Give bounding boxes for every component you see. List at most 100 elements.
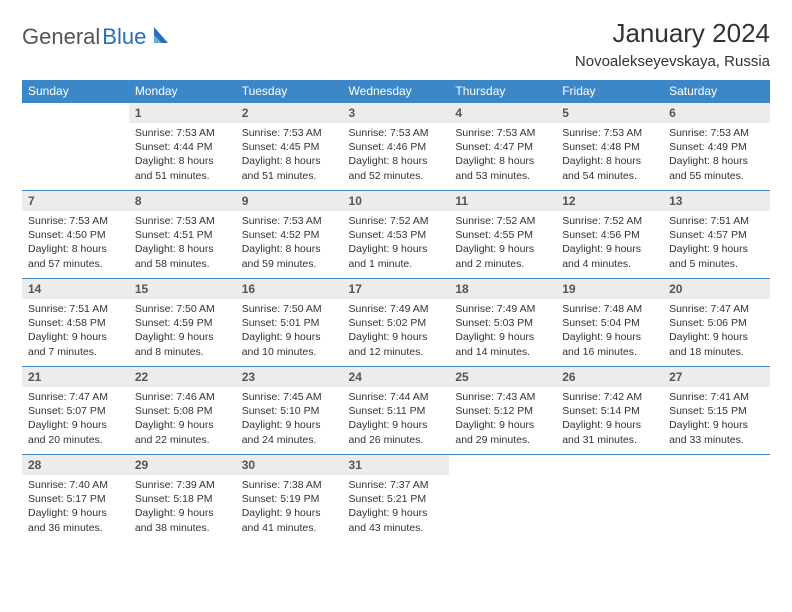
calendar-week-row: 1Sunrise: 7:53 AMSunset: 4:44 PMDaylight… [22, 103, 770, 191]
calendar-day-cell: 13Sunrise: 7:51 AMSunset: 4:57 PMDayligh… [663, 191, 770, 279]
logo-text-general: General [22, 24, 100, 50]
calendar-table: Sunday Monday Tuesday Wednesday Thursday… [22, 80, 770, 543]
day-number: 17 [343, 279, 450, 299]
day-info: Sunrise: 7:53 AMSunset: 4:49 PMDaylight:… [663, 123, 770, 189]
day-info: Sunrise: 7:47 AMSunset: 5:06 PMDaylight:… [663, 299, 770, 365]
day-number: 28 [22, 455, 129, 475]
calendar-day-cell: 10Sunrise: 7:52 AMSunset: 4:53 PMDayligh… [343, 191, 450, 279]
calendar-day-cell [449, 455, 556, 543]
calendar-day-cell [663, 455, 770, 543]
day-number: 10 [343, 191, 450, 211]
day-info: Sunrise: 7:53 AMSunset: 4:50 PMDaylight:… [22, 211, 129, 277]
day-header: Tuesday [236, 80, 343, 103]
day-number [22, 103, 129, 123]
day-number: 18 [449, 279, 556, 299]
calendar-day-cell: 18Sunrise: 7:49 AMSunset: 5:03 PMDayligh… [449, 279, 556, 367]
day-number: 29 [129, 455, 236, 475]
calendar-day-cell: 22Sunrise: 7:46 AMSunset: 5:08 PMDayligh… [129, 367, 236, 455]
day-number: 1 [129, 103, 236, 123]
calendar-week-row: 7Sunrise: 7:53 AMSunset: 4:50 PMDaylight… [22, 191, 770, 279]
calendar-day-cell: 24Sunrise: 7:44 AMSunset: 5:11 PMDayligh… [343, 367, 450, 455]
calendar-day-cell: 17Sunrise: 7:49 AMSunset: 5:02 PMDayligh… [343, 279, 450, 367]
day-number: 5 [556, 103, 663, 123]
calendar-day-cell: 5Sunrise: 7:53 AMSunset: 4:48 PMDaylight… [556, 103, 663, 191]
day-info: Sunrise: 7:46 AMSunset: 5:08 PMDaylight:… [129, 387, 236, 453]
day-info: Sunrise: 7:43 AMSunset: 5:12 PMDaylight:… [449, 387, 556, 453]
day-number: 14 [22, 279, 129, 299]
month-title: January 2024 [575, 18, 770, 49]
day-header-row: Sunday Monday Tuesday Wednesday Thursday… [22, 80, 770, 103]
day-number: 2 [236, 103, 343, 123]
day-info: Sunrise: 7:38 AMSunset: 5:19 PMDaylight:… [236, 475, 343, 541]
day-number: 11 [449, 191, 556, 211]
day-number: 30 [236, 455, 343, 475]
day-number: 9 [236, 191, 343, 211]
calendar-day-cell: 8Sunrise: 7:53 AMSunset: 4:51 PMDaylight… [129, 191, 236, 279]
day-info: Sunrise: 7:42 AMSunset: 5:14 PMDaylight:… [556, 387, 663, 453]
calendar-day-cell [556, 455, 663, 543]
day-info: Sunrise: 7:53 AMSunset: 4:45 PMDaylight:… [236, 123, 343, 189]
calendar-day-cell: 25Sunrise: 7:43 AMSunset: 5:12 PMDayligh… [449, 367, 556, 455]
calendar-day-cell: 26Sunrise: 7:42 AMSunset: 5:14 PMDayligh… [556, 367, 663, 455]
day-info: Sunrise: 7:53 AMSunset: 4:47 PMDaylight:… [449, 123, 556, 189]
day-number: 8 [129, 191, 236, 211]
day-number: 20 [663, 279, 770, 299]
day-info: Sunrise: 7:47 AMSunset: 5:07 PMDaylight:… [22, 387, 129, 453]
day-number: 19 [556, 279, 663, 299]
calendar-day-cell: 20Sunrise: 7:47 AMSunset: 5:06 PMDayligh… [663, 279, 770, 367]
day-number: 7 [22, 191, 129, 211]
day-number: 26 [556, 367, 663, 387]
day-info: Sunrise: 7:40 AMSunset: 5:17 PMDaylight:… [22, 475, 129, 541]
day-info: Sunrise: 7:53 AMSunset: 4:51 PMDaylight:… [129, 211, 236, 277]
day-info: Sunrise: 7:52 AMSunset: 4:56 PMDaylight:… [556, 211, 663, 277]
calendar-body: 1Sunrise: 7:53 AMSunset: 4:44 PMDaylight… [22, 103, 770, 543]
calendar-day-cell: 31Sunrise: 7:37 AMSunset: 5:21 PMDayligh… [343, 455, 450, 543]
day-number: 31 [343, 455, 450, 475]
title-block: January 2024 Novoalekseyevskaya, Russia [575, 18, 770, 70]
calendar-day-cell: 23Sunrise: 7:45 AMSunset: 5:10 PMDayligh… [236, 367, 343, 455]
day-header: Friday [556, 80, 663, 103]
logo-sail-icon [150, 25, 172, 50]
day-info: Sunrise: 7:39 AMSunset: 5:18 PMDaylight:… [129, 475, 236, 541]
calendar-day-cell: 1Sunrise: 7:53 AMSunset: 4:44 PMDaylight… [129, 103, 236, 191]
day-number: 27 [663, 367, 770, 387]
day-info: Sunrise: 7:52 AMSunset: 4:55 PMDaylight:… [449, 211, 556, 277]
logo-text-blue: Blue [102, 24, 146, 50]
calendar-day-cell: 29Sunrise: 7:39 AMSunset: 5:18 PMDayligh… [129, 455, 236, 543]
day-number: 21 [22, 367, 129, 387]
calendar-day-cell: 4Sunrise: 7:53 AMSunset: 4:47 PMDaylight… [449, 103, 556, 191]
day-info: Sunrise: 7:53 AMSunset: 4:44 PMDaylight:… [129, 123, 236, 189]
day-number: 3 [343, 103, 450, 123]
calendar-day-cell [22, 103, 129, 191]
calendar-day-cell: 12Sunrise: 7:52 AMSunset: 4:56 PMDayligh… [556, 191, 663, 279]
calendar-day-cell: 6Sunrise: 7:53 AMSunset: 4:49 PMDaylight… [663, 103, 770, 191]
day-header: Wednesday [343, 80, 450, 103]
day-number [449, 455, 556, 475]
day-number [663, 455, 770, 475]
calendar-week-row: 21Sunrise: 7:47 AMSunset: 5:07 PMDayligh… [22, 367, 770, 455]
day-number: 4 [449, 103, 556, 123]
calendar-day-cell: 27Sunrise: 7:41 AMSunset: 5:15 PMDayligh… [663, 367, 770, 455]
day-number: 22 [129, 367, 236, 387]
day-info: Sunrise: 7:52 AMSunset: 4:53 PMDaylight:… [343, 211, 450, 277]
calendar-day-cell: 3Sunrise: 7:53 AMSunset: 4:46 PMDaylight… [343, 103, 450, 191]
calendar-week-row: 28Sunrise: 7:40 AMSunset: 5:17 PMDayligh… [22, 455, 770, 543]
day-info: Sunrise: 7:48 AMSunset: 5:04 PMDaylight:… [556, 299, 663, 365]
day-number: 25 [449, 367, 556, 387]
day-number: 12 [556, 191, 663, 211]
day-info: Sunrise: 7:51 AMSunset: 4:58 PMDaylight:… [22, 299, 129, 365]
location-subtitle: Novoalekseyevskaya, Russia [575, 53, 770, 70]
calendar-day-cell: 28Sunrise: 7:40 AMSunset: 5:17 PMDayligh… [22, 455, 129, 543]
day-info: Sunrise: 7:49 AMSunset: 5:02 PMDaylight:… [343, 299, 450, 365]
day-info: Sunrise: 7:45 AMSunset: 5:10 PMDaylight:… [236, 387, 343, 453]
day-info: Sunrise: 7:37 AMSunset: 5:21 PMDaylight:… [343, 475, 450, 541]
header: General Blue January 2024 Novoalekseyevs… [22, 18, 770, 70]
day-number: 15 [129, 279, 236, 299]
day-number: 13 [663, 191, 770, 211]
calendar-day-cell: 9Sunrise: 7:53 AMSunset: 4:52 PMDaylight… [236, 191, 343, 279]
day-header: Thursday [449, 80, 556, 103]
day-info: Sunrise: 7:53 AMSunset: 4:52 PMDaylight:… [236, 211, 343, 277]
day-number: 6 [663, 103, 770, 123]
day-info: Sunrise: 7:51 AMSunset: 4:57 PMDaylight:… [663, 211, 770, 277]
calendar-day-cell: 14Sunrise: 7:51 AMSunset: 4:58 PMDayligh… [22, 279, 129, 367]
